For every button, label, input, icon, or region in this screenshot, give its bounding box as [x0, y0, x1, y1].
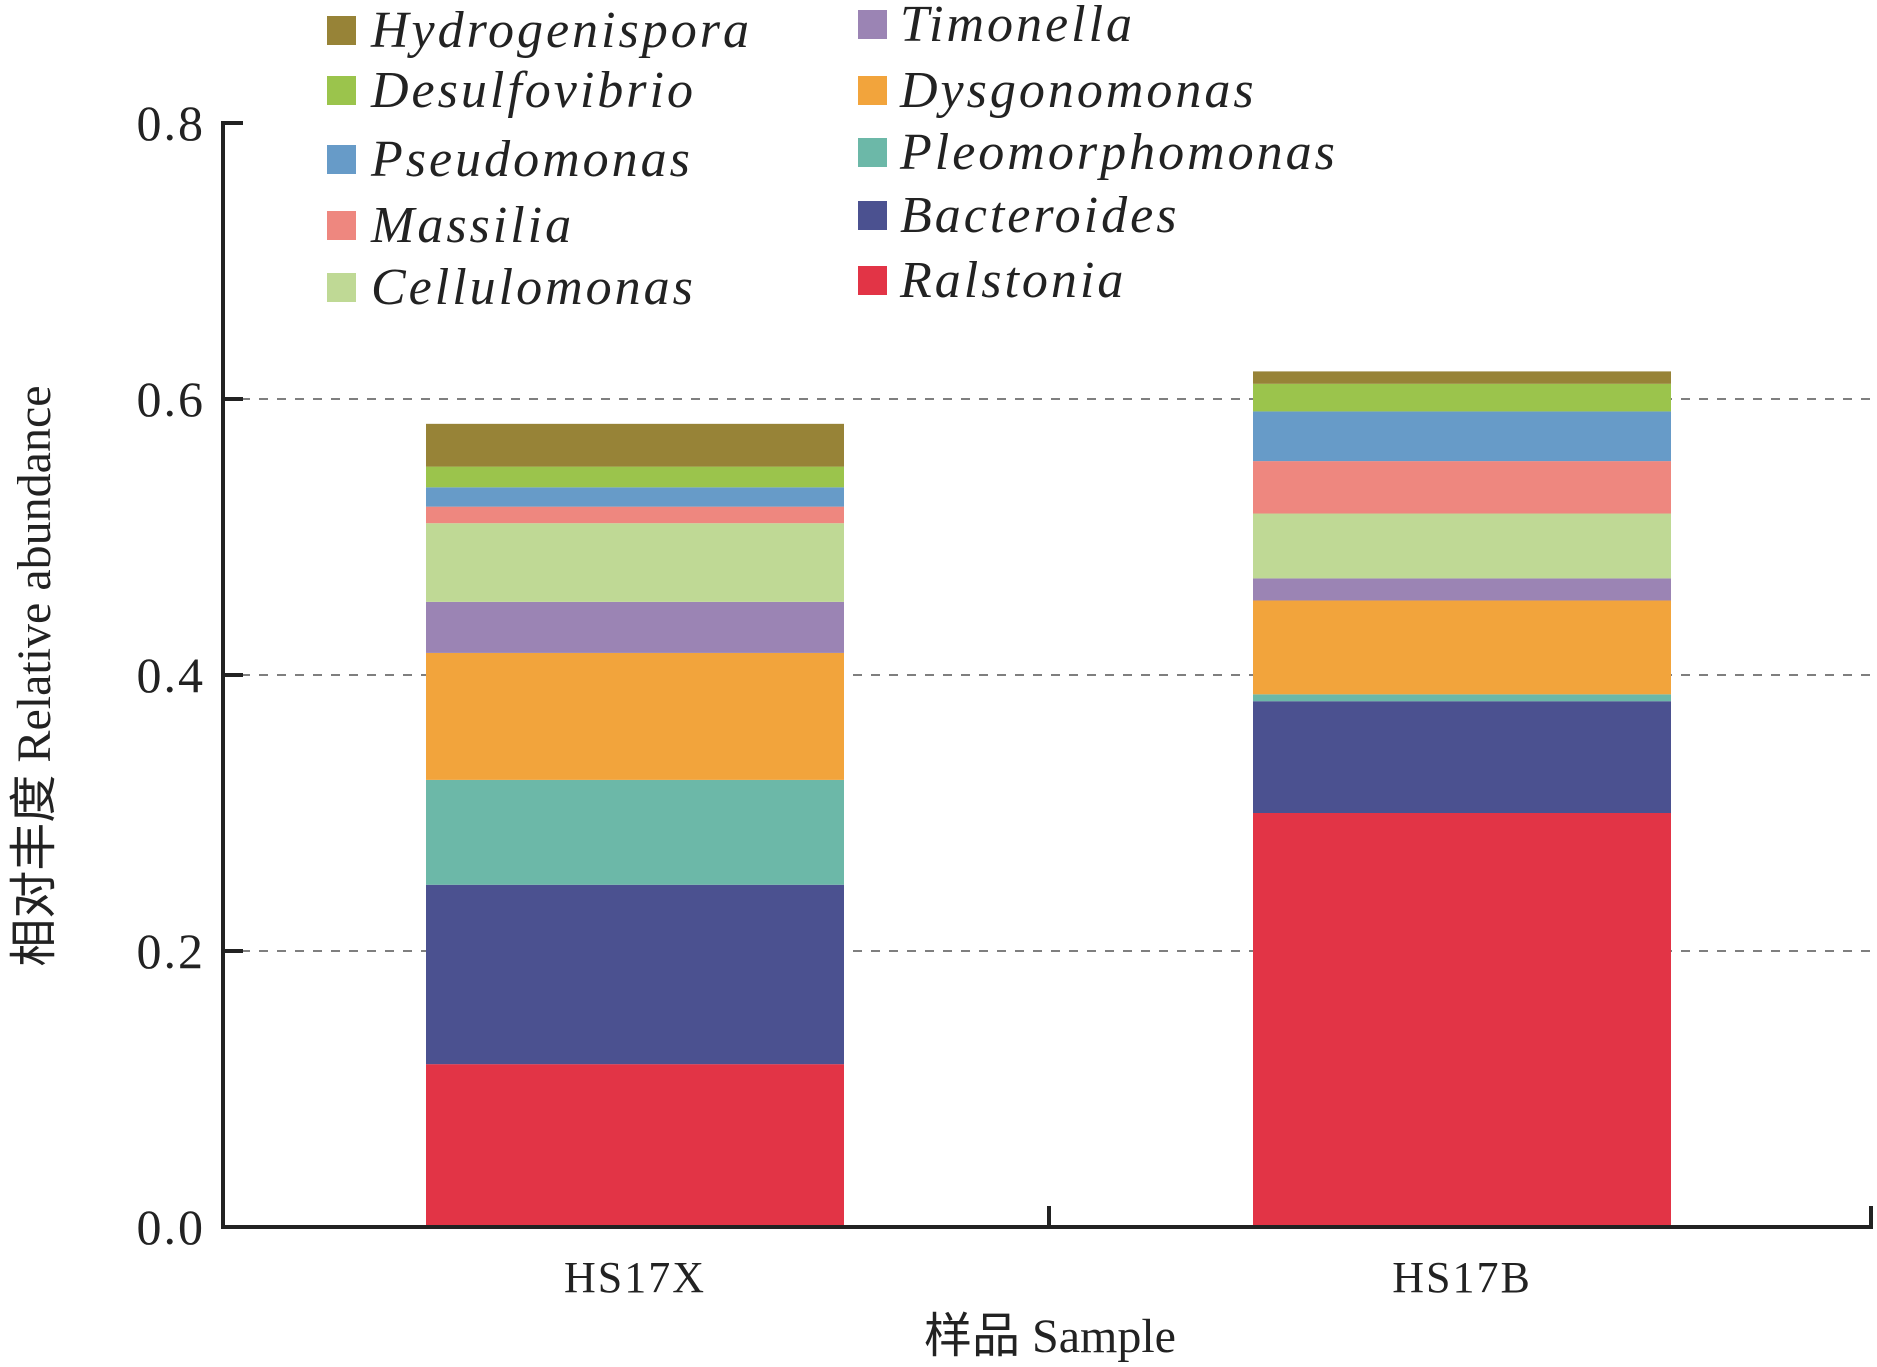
- bar-segment-hydrogenispora-hs17b: [1253, 371, 1671, 384]
- bar-segment-dysgonomonas-hs17x: [426, 652, 844, 780]
- legend-label: Bacteroides: [900, 187, 1179, 244]
- legend-swatch: [858, 266, 887, 295]
- bar-segment-cellulomonas-hs17b: [1253, 513, 1671, 579]
- legend-swatch: [858, 76, 887, 105]
- bar-segment-pseudomonas-hs17b: [1253, 411, 1671, 462]
- legend-label: Dysgonomonas: [899, 62, 1257, 119]
- legend-swatch: [858, 10, 887, 39]
- legend-label: Pleomorphomonas: [899, 124, 1338, 181]
- legend-item-pseudomonas: Pseudomonas: [327, 131, 693, 188]
- legend-item-pleomorphomonas: Pleomorphomonas: [858, 124, 1338, 181]
- bar-segment-hydrogenispora-hs17x: [426, 423, 844, 467]
- bar-segment-desulfovibrio-hs17b: [1253, 383, 1671, 412]
- bar-segment-timonella-hs17b: [1253, 578, 1671, 601]
- legend-label: Massilia: [370, 197, 574, 254]
- legend-swatch: [327, 76, 356, 105]
- legend-swatch: [327, 145, 356, 174]
- legend-swatch: [327, 211, 356, 240]
- y-tick-label: 0.4: [137, 647, 206, 703]
- legend-label: Hydrogenispora: [370, 2, 752, 59]
- y-tick-label: 0.0: [137, 1199, 206, 1255]
- bar-segment-bacteroides-hs17b: [1253, 701, 1671, 813]
- legend-item-ralstonia: Ralstonia: [858, 252, 1126, 309]
- legend-label: Ralstonia: [899, 252, 1126, 309]
- bar-segment-pleomorphomonas-hs17x: [426, 779, 844, 885]
- legend-label: Pseudomonas: [370, 131, 693, 188]
- bar-segment-pleomorphomonas-hs17b: [1253, 694, 1671, 702]
- bar-segment-dysgonomonas-hs17b: [1253, 600, 1671, 695]
- legend-item-cellulomonas: Cellulomonas: [327, 259, 696, 316]
- bars: [426, 371, 1671, 1227]
- bar-segment-bacteroides-hs17x: [426, 884, 844, 1065]
- legend-item-timonella: Timonella: [858, 0, 1135, 53]
- legend-swatch: [327, 16, 356, 45]
- legend-swatch: [858, 201, 887, 230]
- bar-segment-desulfovibrio-hs17x: [426, 466, 844, 488]
- bar-segment-pseudomonas-hs17x: [426, 487, 844, 507]
- bar-segment-ralstonia-hs17x: [426, 1064, 844, 1227]
- y-tick-label: 0.6: [137, 371, 206, 427]
- legend-label: Timonella: [900, 0, 1135, 53]
- y-axis-title: 相对丰度 Relative abundance: [8, 385, 61, 966]
- legend-swatch: [327, 273, 356, 302]
- x-axis-title: 样品 Sample: [924, 1310, 1176, 1363]
- legend-label: Cellulomonas: [371, 259, 696, 316]
- x-tick-label: HS17X: [564, 1253, 706, 1302]
- bar-segment-timonella-hs17x: [426, 601, 844, 653]
- legend-item-dysgonomonas: Dysgonomonas: [858, 62, 1257, 119]
- legend-item-bacteroides: Bacteroides: [858, 187, 1179, 244]
- legend-label: Desulfovibrio: [370, 62, 696, 119]
- bar-segment-cellulomonas-hs17x: [426, 523, 844, 602]
- bar-segment-massilia-hs17b: [1253, 461, 1671, 514]
- y-tick-label: 0.8: [137, 95, 206, 151]
- legend-swatch: [858, 138, 887, 167]
- bar-segment-massilia-hs17x: [426, 506, 844, 524]
- y-tick-labels: 0.0 0.2 0.4 0.6 0.8: [137, 95, 206, 1255]
- legend-item-hydrogenispora: Hydrogenispora: [327, 2, 752, 59]
- x-tick-label: HS17B: [1392, 1253, 1532, 1302]
- legend-item-desulfovibrio: Desulfovibrio: [327, 62, 696, 119]
- axes: [221, 121, 1873, 1229]
- legend-item-massilia: Massilia: [327, 197, 574, 254]
- bar-segment-ralstonia-hs17b: [1253, 813, 1671, 1227]
- x-tick-labels: HS17X HS17B: [564, 1253, 1532, 1302]
- y-tick-label: 0.2: [137, 923, 206, 979]
